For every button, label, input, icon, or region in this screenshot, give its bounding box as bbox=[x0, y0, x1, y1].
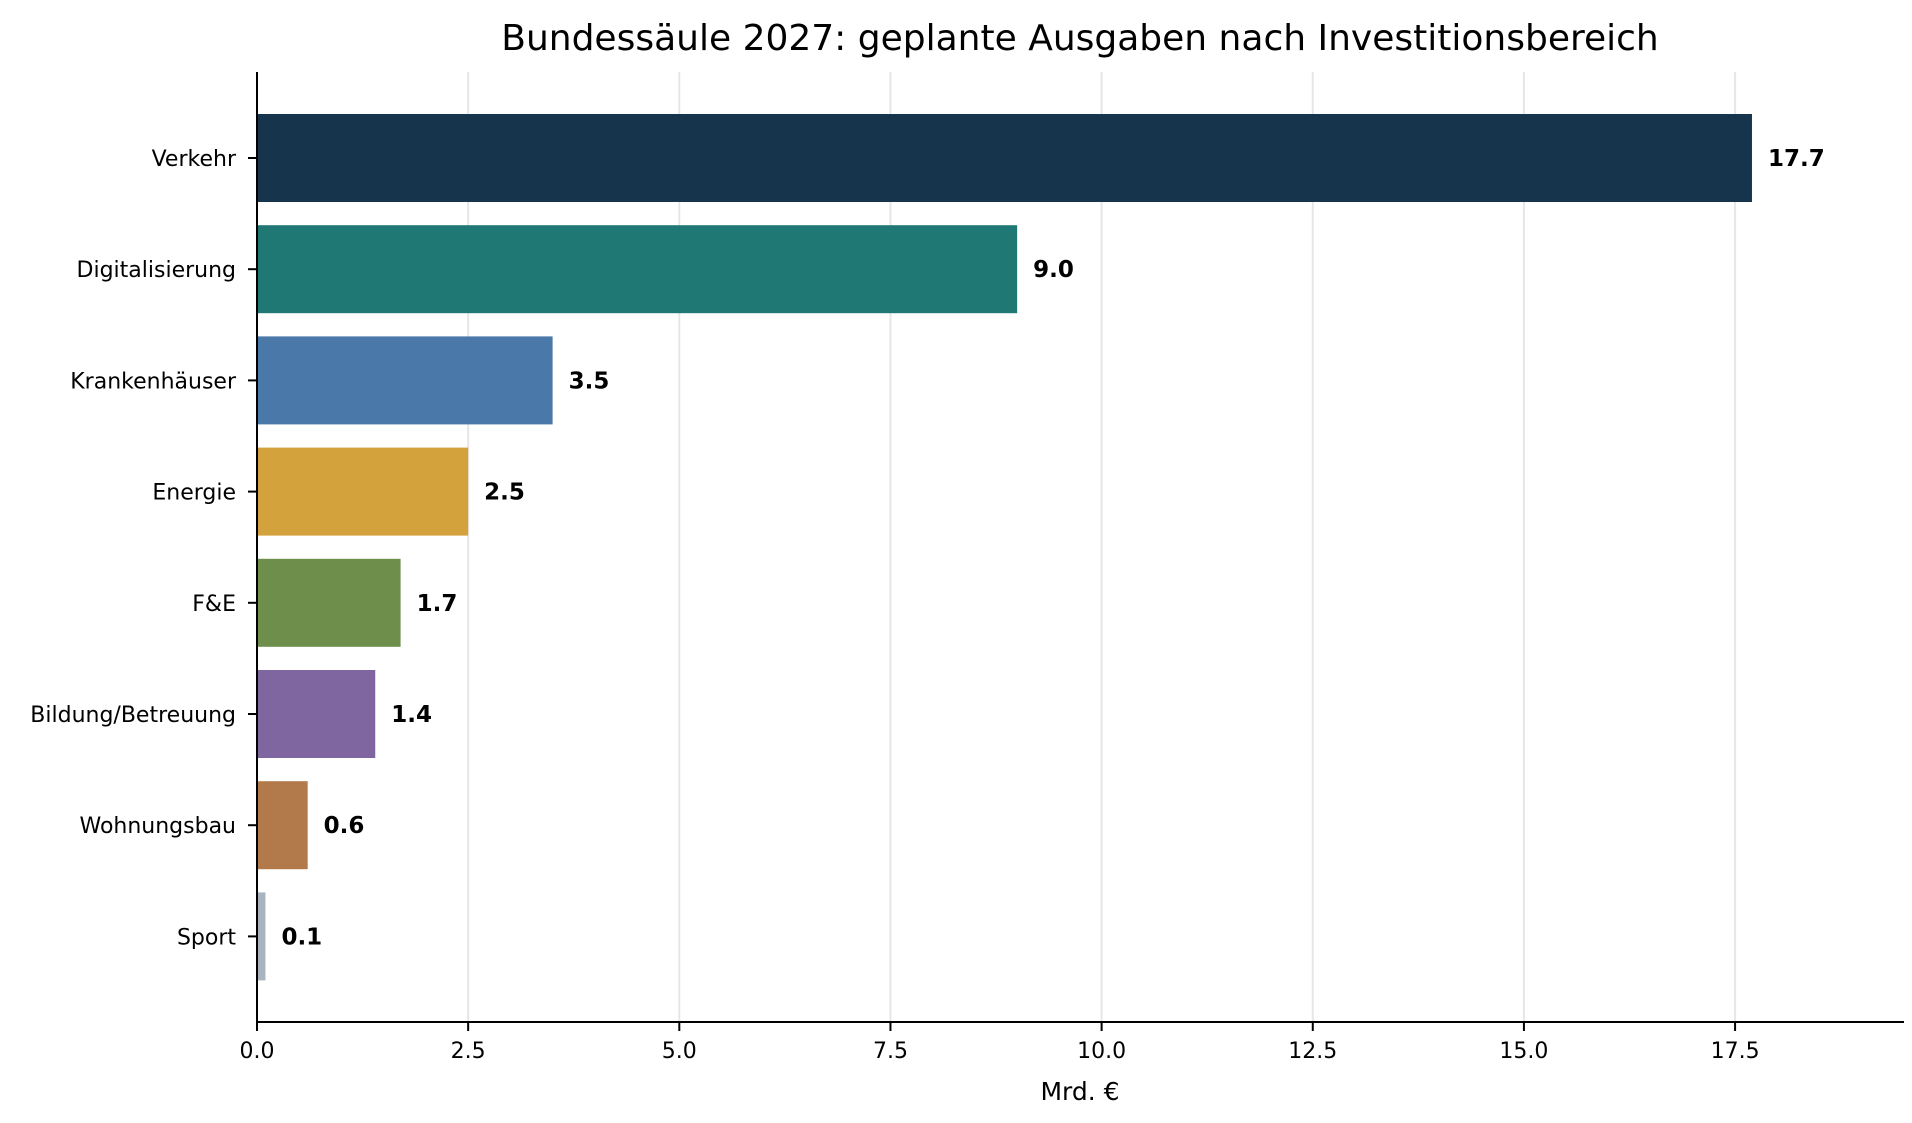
chart-title: Bundessäule 2027: geplante Ausgaben nach… bbox=[501, 18, 1658, 59]
bar-energie bbox=[257, 447, 469, 536]
value-label-sport: 0.1 bbox=[281, 924, 322, 950]
value-label-digitalisierung: 9.0 bbox=[1033, 257, 1074, 283]
y-tick-label-wohnungsbau: Wohnungsbau bbox=[79, 814, 236, 839]
x-axis-ticks: 0.0 2.5 5.0 7.5 10.0 12.5 15.0 17.5 bbox=[240, 1022, 1760, 1064]
bar-bildung-betreuung bbox=[257, 670, 376, 758]
y-tick-label-sport: Sport bbox=[177, 925, 236, 950]
y-tick-label-bildung-betreuung: Bildung/Betreuung bbox=[30, 703, 236, 728]
x-tick-label-7: 17.5 bbox=[1711, 1039, 1760, 1064]
x-tick-label-4: 10.0 bbox=[1077, 1039, 1126, 1064]
axes bbox=[256, 72, 1904, 1023]
grid-lines bbox=[467, 72, 1737, 1022]
value-label-energie: 2.5 bbox=[484, 480, 525, 506]
bar-krankenh-user bbox=[257, 336, 553, 425]
x-axis-label: Mrd. € bbox=[1040, 1077, 1119, 1106]
value-labels: 17.7 9.0 3.5 2.5 1.7 1.4 0.6 0.1 bbox=[281, 146, 1824, 950]
value-label-krankenh-user: 3.5 bbox=[569, 368, 610, 394]
bars bbox=[257, 114, 1752, 981]
bar-f-e bbox=[257, 558, 401, 647]
bar-digitalisierung bbox=[257, 225, 1018, 314]
x-tick-label-3: 7.5 bbox=[873, 1039, 908, 1064]
bar-wohnungsbau bbox=[257, 781, 308, 870]
value-label-bildung-betreuung: 1.4 bbox=[391, 702, 432, 728]
y-tick-label-f-e: F&E bbox=[192, 592, 236, 617]
x-tick-label-1: 2.5 bbox=[451, 1039, 486, 1064]
x-tick-label-6: 15.0 bbox=[1499, 1039, 1548, 1064]
value-label-verkehr: 17.7 bbox=[1768, 146, 1825, 172]
y-axis-ticks: Verkehr Digitalisierung Krankenhäuser Energ… bbox=[30, 147, 257, 950]
value-label-wohnungsbau: 0.6 bbox=[324, 813, 365, 839]
y-tick-label-energie: Energie bbox=[152, 481, 236, 506]
bar-sport bbox=[257, 892, 266, 981]
x-tick-label-5: 12.5 bbox=[1288, 1039, 1337, 1064]
y-tick-label-digitalisierung: Digitalisierung bbox=[77, 258, 236, 283]
y-tick-label-verkehr: Verkehr bbox=[152, 147, 237, 172]
x-tick-label-2: 5.0 bbox=[662, 1039, 697, 1064]
bar-verkehr bbox=[257, 114, 1752, 202]
y-tick-label-krankenh-user: Krankenhäuser bbox=[70, 369, 237, 394]
x-tick-label-0: 0.0 bbox=[240, 1039, 275, 1064]
value-label-f-e: 1.7 bbox=[417, 591, 458, 617]
